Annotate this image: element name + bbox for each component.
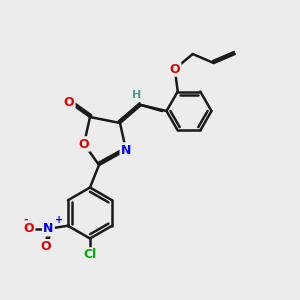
Text: O: O (24, 222, 34, 235)
Text: N: N (43, 222, 54, 235)
Text: -: - (23, 215, 28, 225)
Text: O: O (40, 240, 51, 253)
Text: O: O (169, 62, 180, 76)
Text: H: H (132, 89, 141, 100)
Text: Cl: Cl (83, 248, 97, 262)
Text: O: O (64, 95, 74, 109)
Text: O: O (79, 137, 89, 151)
Text: N: N (121, 143, 131, 157)
Text: +: + (55, 215, 63, 225)
